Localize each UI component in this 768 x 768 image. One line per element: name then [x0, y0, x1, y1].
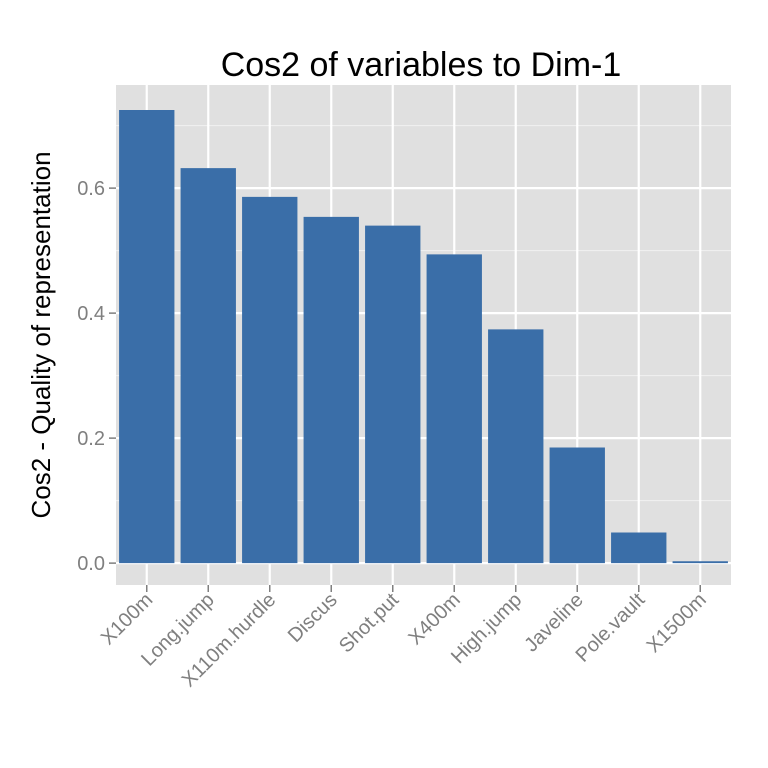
x-tick-label: Discus [284, 589, 342, 647]
x-tick-label: X400m [404, 589, 464, 649]
bar-high-jump [488, 329, 544, 564]
y-tick-label: 0.0 [77, 553, 105, 575]
y-tick-label: 0.2 [77, 428, 105, 450]
bar-discus [303, 216, 359, 564]
y-axis-label: Cos2 - Quality of representation [26, 151, 56, 518]
x-tick-label: X1500m [643, 589, 711, 657]
bar-long-jump [180, 168, 236, 564]
bars [119, 110, 728, 564]
bar-javeline [549, 447, 605, 564]
bar-x110m-hurdle [242, 196, 298, 564]
bar-pole-vault [611, 532, 667, 564]
chart-title: Cos2 of variables to Dim-1 [221, 46, 622, 84]
bar-shot-put [365, 225, 421, 564]
bar-x100m [119, 110, 175, 564]
y-tick-label: 0.4 [77, 303, 105, 325]
y-tick-label: 0.6 [77, 178, 105, 200]
bar-x400m [426, 254, 482, 564]
x-tick-label: X100m [97, 589, 157, 649]
y-axis: 0.0 0.2 0.4 0.6 [77, 178, 116, 575]
bar-x1500m [672, 561, 728, 564]
x-tick-label: Shot.put [335, 589, 404, 658]
